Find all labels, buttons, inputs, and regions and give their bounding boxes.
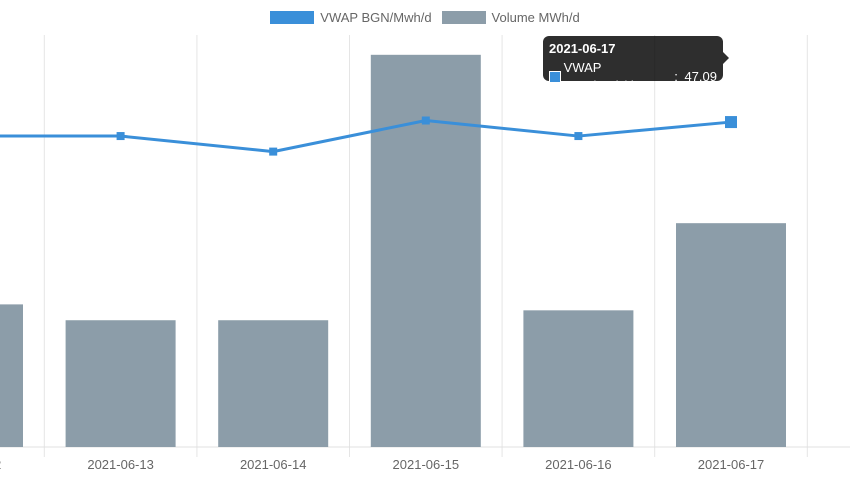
volume-bars	[0, 54, 786, 448]
vwap-line-layer	[0, 116, 737, 156]
x-axis-tick-labels: 2021-06-12 2021-06-13 2021-06-14 2021-06-15…	[0, 457, 764, 472]
tooltip-row: VWAP BGN/Mwh/d: 47.09	[549, 59, 717, 95]
legend-label-volume: Volume MWh/d	[491, 9, 580, 25]
vwap-point-2021-06-14	[269, 147, 278, 156]
tooltip: 2021-06-17 VWAP BGN/Mwh/d: 47.09	[543, 36, 729, 93]
volume-bar-2021-06-17	[676, 223, 786, 447]
tooltip-swatch	[549, 71, 561, 83]
vwap-point-2021-06-15	[421, 116, 430, 125]
volume-bar-2021-06-13	[65, 320, 176, 447]
vwap-point-2021-06-13	[116, 132, 125, 141]
vwap-point-2021-06-17	[725, 116, 737, 129]
volume-bar-2021-06-12	[0, 304, 23, 447]
legend-label-vwap: VWAP BGN/Mwh/d	[320, 9, 432, 25]
legend-swatch-volume	[441, 10, 486, 24]
x-tick-label-2021-06-16: 2021-06-16	[545, 457, 612, 472]
x-tick-label-2021-06-17: 2021-06-17	[698, 457, 765, 472]
x-tick-label-2021-06-14: 2021-06-14	[240, 457, 307, 472]
vwap-line	[0, 119, 732, 154]
x-tick-label-2021-06-13: 2021-06-13	[87, 457, 154, 472]
legend-item-volume[interactable]: Volume MWh/d	[441, 9, 580, 25]
volume-bar-2021-06-14	[218, 320, 329, 447]
x-tick-label-2021-06-15: 2021-06-15	[393, 457, 460, 472]
volume-bar-2021-06-16	[523, 310, 634, 447]
x-tick-label-2021-06-12: 2021-06-12	[0, 457, 1, 472]
legend: VWAP BGN/Mwh/d Volume MWh/d	[0, 8, 850, 26]
tooltip-title: 2021-06-17	[549, 41, 616, 56]
tooltip-value: 47.09	[684, 69, 717, 84]
legend-swatch-vwap	[270, 10, 315, 24]
volume-bar-2021-06-15	[370, 54, 481, 448]
tooltip-series-name: VWAP BGN/Mwh/d	[563, 60, 634, 93]
vwap-point-2021-06-16	[574, 132, 583, 141]
legend-item-vwap[interactable]: VWAP BGN/Mwh/d	[270, 9, 432, 25]
